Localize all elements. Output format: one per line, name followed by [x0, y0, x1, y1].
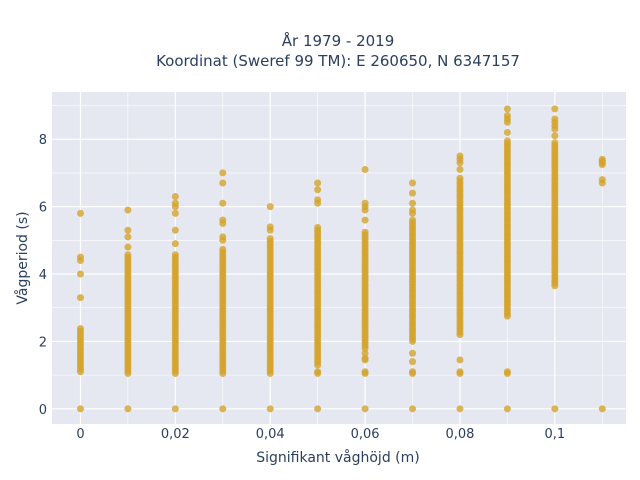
- data-point: [76, 294, 84, 302]
- data-point: [361, 166, 369, 174]
- data-point: [219, 179, 227, 187]
- data-point: [124, 405, 132, 413]
- x-tick-label: 0,02: [161, 427, 190, 442]
- data-point: [361, 216, 369, 224]
- x-axis-label: Signifikant våghöjd (m): [256, 449, 419, 466]
- x-tick-label: 0,08: [445, 427, 474, 442]
- data-point: [266, 203, 274, 211]
- data-point: [266, 223, 274, 231]
- data-point: [219, 169, 227, 177]
- data-point: [409, 405, 417, 413]
- data-point: [409, 216, 417, 224]
- data-point: [456, 174, 464, 182]
- y-tick-label: 0: [39, 403, 47, 418]
- data-point: [551, 105, 559, 113]
- data-point: [503, 368, 511, 376]
- chart-title: År 1979 - 2019: [282, 31, 395, 50]
- y-axis-label: Vågperiod (s): [14, 211, 31, 304]
- x-tick-label: 0,04: [256, 427, 285, 442]
- data-point: [598, 155, 606, 163]
- data-point: [76, 405, 84, 413]
- data-point: [171, 209, 179, 217]
- data-point: [409, 368, 417, 376]
- data-point: [171, 251, 179, 259]
- data-point: [76, 253, 84, 261]
- y-tick-label: 6: [39, 201, 47, 216]
- data-point: [361, 405, 369, 413]
- data-point: [266, 235, 274, 243]
- data-point: [124, 233, 132, 241]
- data-point: [219, 405, 227, 413]
- data-point: [503, 137, 511, 145]
- data-point: [456, 368, 464, 376]
- y-tick-label: 2: [39, 335, 47, 350]
- data-point: [503, 128, 511, 136]
- data-point: [124, 226, 132, 234]
- data-point: [76, 325, 84, 333]
- data-point: [314, 179, 322, 187]
- chart-subtitle: Koordinat (Sweref 99 TM): E 260650, N 63…: [156, 52, 520, 70]
- data-point: [171, 199, 179, 207]
- data-point: [171, 226, 179, 234]
- data-point: [503, 405, 511, 413]
- data-point: [361, 354, 369, 362]
- x-tick-label: 0,06: [351, 427, 380, 442]
- data-point: [266, 405, 274, 413]
- data-point: [76, 270, 84, 278]
- data-points: [76, 105, 606, 413]
- data-point: [314, 186, 322, 194]
- data-point: [361, 349, 369, 357]
- tick-labels: 0 2 4 6 8 0 0,02 0,04 0,06 0,08 0,1: [39, 133, 565, 442]
- data-point: [409, 358, 417, 366]
- plot-area: [52, 92, 626, 424]
- data-point: [456, 405, 464, 413]
- data-point: [409, 179, 417, 187]
- data-point: [219, 245, 227, 253]
- data-point: [76, 209, 84, 217]
- data-point: [551, 115, 559, 123]
- data-point: [503, 112, 511, 120]
- data-point: [409, 206, 417, 214]
- data-point: [551, 139, 559, 147]
- data-point: [456, 356, 464, 364]
- y-tick-label: 4: [39, 268, 47, 283]
- data-point: [171, 240, 179, 248]
- x-tick-label: 0: [76, 427, 84, 442]
- data-point: [361, 199, 369, 207]
- data-point: [219, 199, 227, 207]
- data-point: [361, 228, 369, 236]
- data-point: [219, 216, 227, 224]
- data-point: [598, 176, 606, 184]
- data-point: [314, 368, 322, 376]
- data-point: [551, 405, 559, 413]
- data-point: [409, 199, 417, 207]
- data-point: [124, 243, 132, 251]
- data-point: [314, 196, 322, 204]
- data-point: [503, 105, 511, 113]
- y-tick-label: 8: [39, 133, 47, 148]
- data-point: [171, 405, 179, 413]
- data-point: [124, 251, 132, 259]
- data-point: [551, 132, 559, 140]
- data-point: [409, 349, 417, 357]
- data-point: [598, 405, 606, 413]
- x-tick-label: 0,1: [544, 427, 565, 442]
- data-point: [314, 405, 322, 413]
- data-point: [456, 152, 464, 160]
- data-point: [361, 368, 369, 376]
- data-point: [171, 192, 179, 200]
- data-point: [456, 166, 464, 174]
- data-point: [409, 189, 417, 197]
- data-point: [124, 206, 132, 214]
- data-point: [219, 233, 227, 241]
- data-point: [314, 223, 322, 231]
